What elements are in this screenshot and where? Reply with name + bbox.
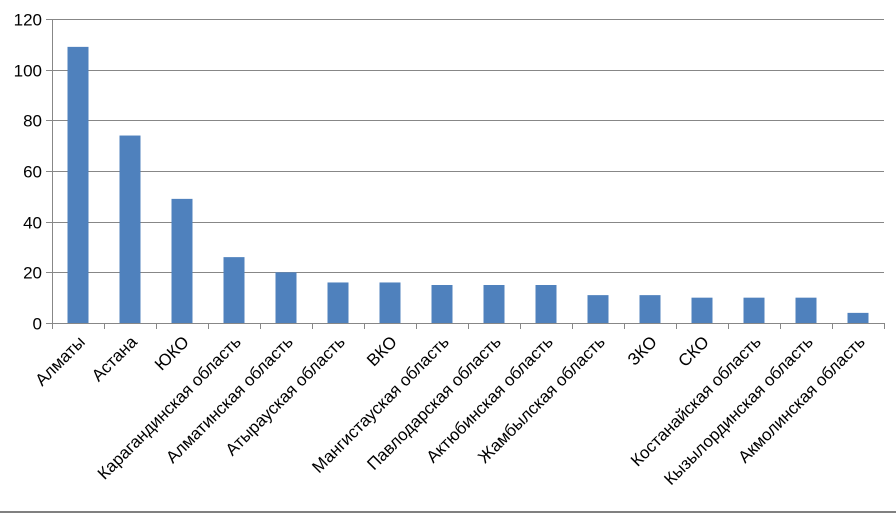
y-tick-label: 120: [14, 11, 42, 30]
y-tick-label: 100: [14, 62, 42, 81]
bar: [223, 257, 245, 323]
y-tick-label: 40: [23, 214, 42, 233]
bar: [379, 282, 401, 323]
bar: [67, 46, 89, 323]
x-tick-label: ВКО: [363, 332, 401, 370]
bar: [743, 297, 765, 323]
bar: [587, 295, 609, 323]
y-tick-label: 60: [23, 163, 42, 182]
x-tick-label: Алматы: [32, 332, 89, 389]
y-tick-labels: 0 20 40 60 80 100 120: [14, 11, 42, 334]
bars: [67, 46, 869, 323]
x-tick-label: ЗКО: [624, 332, 661, 369]
bar: [483, 285, 505, 323]
bar: [119, 135, 141, 323]
bar: [535, 285, 557, 323]
x-tick-label: СКО: [674, 332, 712, 370]
y-tick-label: 80: [23, 112, 42, 131]
y-tick-label: 0: [33, 315, 42, 334]
y-tick-label: 20: [23, 264, 42, 283]
bar: [639, 295, 661, 323]
bar: [691, 297, 713, 323]
x-tick-label: Астана: [88, 332, 141, 385]
bar: [847, 312, 869, 323]
axes: [46, 19, 885, 329]
bar: [795, 297, 817, 323]
x-tick-label: ЮКО: [151, 332, 193, 374]
bar: [275, 272, 297, 323]
bar: [327, 282, 349, 323]
bar: [431, 285, 453, 323]
bar: [171, 198, 193, 323]
